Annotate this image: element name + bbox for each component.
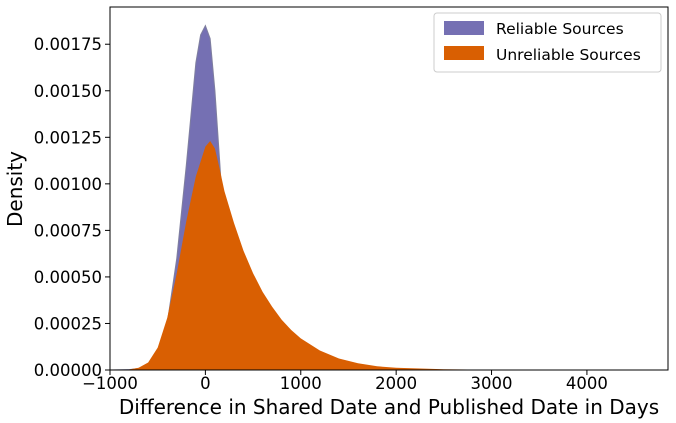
legend-frame — [433, 12, 662, 73]
x-tick-label: 4000 — [566, 374, 608, 393]
y-axis: 0.00000 0.00025 0.00050 0.00075 0.00100 0.001… — [34, 35, 110, 380]
x-tick-label: −1000 — [82, 374, 138, 393]
plot-frame — [109, 6, 669, 371]
y-tick-label: 0.00100 — [34, 175, 102, 194]
x-tick-label: 3000 — [471, 374, 513, 393]
y-tick-label: 0.00075 — [34, 221, 102, 240]
series-area-unreliable-sources — [110, 141, 645, 370]
x-tick-label: 1000 — [280, 374, 322, 393]
legend: Reliable Sources Unreliable Sources — [433, 12, 662, 73]
y-tick-label: 0.00175 — [34, 35, 102, 54]
y-tick-label: 0.00000 — [34, 361, 102, 380]
y-tick-label: 0.00025 — [34, 314, 102, 333]
x-tick-label: 2000 — [375, 374, 417, 393]
y-axis-label: Density — [3, 151, 27, 227]
y-tick-label: 0.00150 — [34, 82, 102, 101]
y-tick-label: 0.00050 — [34, 268, 102, 287]
plot-series — [109, 24, 645, 371]
legend-label-reliable: Reliable Sources — [496, 20, 624, 38]
y-tick-label: 0.00125 — [34, 128, 102, 147]
x-tick-label: 0 — [200, 374, 211, 393]
legend-label-unreliable: Unreliable Sources — [496, 46, 641, 64]
legend-swatch-unreliable — [444, 46, 484, 60]
legend-swatch-reliable — [444, 21, 484, 35]
x-axis: −1000 0 1000 2000 3000 4000 — [82, 370, 608, 393]
x-axis-label: Difference in Shared Date and Published … — [119, 395, 659, 419]
